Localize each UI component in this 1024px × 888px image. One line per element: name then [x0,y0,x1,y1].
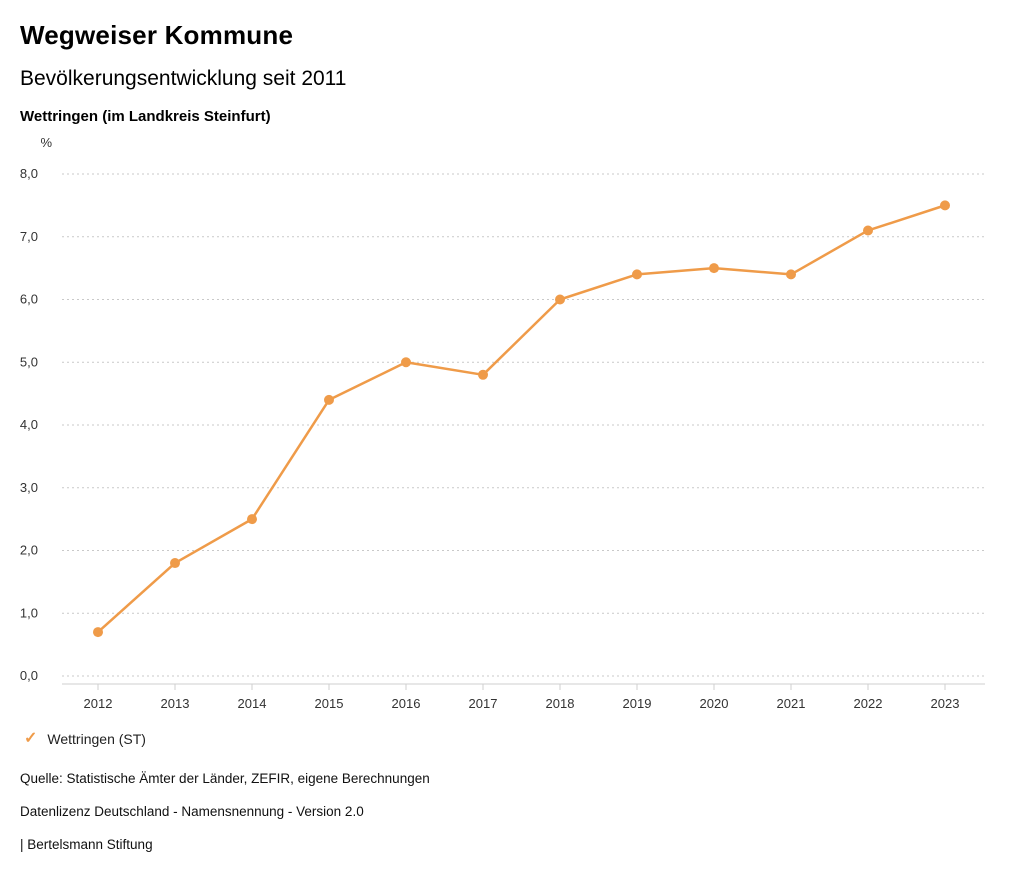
data-point [786,269,796,280]
chart-area: % 0,0 1,0 2,0 3,0 4,0 5,0 6,0 7,0 8,0 2012 2013 2014… [0,127,1024,719]
data-point [555,294,565,305]
y-axis-label: 4,0 [20,417,38,432]
data-point [863,225,873,236]
y-axis-label: 8,0 [20,166,38,181]
legend-label: Wettringen (ST) [47,731,146,747]
chart-location: Wettringen (im Landkreis Steinfurt) [20,108,271,125]
legend-item-wettringen[interactable]: ✓ Wettringen (ST) [0,730,146,748]
x-axis-label: 2021 [777,696,806,711]
x-axis-label: 2019 [623,696,652,711]
x-axis-label: 2015 [315,696,344,711]
x-axis-label: 2022 [854,696,883,711]
y-axis-label: 0,0 [20,668,38,683]
page-title: Wegweiser Kommune [20,20,294,50]
data-point [93,627,103,638]
source-note: Quelle: Statistische Ämter der Länder, Z… [20,771,430,786]
x-axis-label: 2020 [700,696,729,711]
data-point [247,514,257,525]
legend-check-icon: ✓ [24,730,38,747]
x-axis-label: 2013 [161,696,190,711]
y-axis-label: 3,0 [20,480,38,495]
y-axis-unit-label: % [40,135,52,150]
y-axis-label: 2,0 [20,543,38,558]
y-axis-label: 7,0 [20,229,38,244]
x-axis-label: 2012 [84,696,113,711]
data-point [940,200,950,211]
chart-subtitle: Bevölkerungsentwicklung seit 2011 [20,67,347,90]
data-point [170,558,180,569]
y-axis-label: 6,0 [20,292,38,307]
attribution-note: | Bertelsmann Stiftung [20,837,153,852]
chart-footer: Quelle: Statistische Ämter der Länder, Z… [0,771,1024,852]
data-point [632,269,642,280]
x-axis-label: 2017 [469,696,498,711]
data-point [401,357,411,368]
data-point [478,369,488,380]
chart-header: Wegweiser Kommune Bevölkerungsentwicklun… [0,0,1024,125]
data-point [709,263,719,274]
x-axis-label: 2016 [392,696,421,711]
x-axis-label: 2023 [931,696,960,711]
line-chart: % 0,0 1,0 2,0 3,0 4,0 5,0 6,0 7,0 8,0 2012 2013 2014… [20,135,985,711]
data-point [324,394,334,405]
y-axis-label: 1,0 [20,605,38,620]
x-axis-label: 2014 [238,696,267,711]
series-line [96,204,947,634]
license-note: Datenlizenz Deutschland - Namensnennung … [20,804,364,819]
x-axis-label: 2018 [546,696,575,711]
y-axis-label: 5,0 [20,354,38,369]
